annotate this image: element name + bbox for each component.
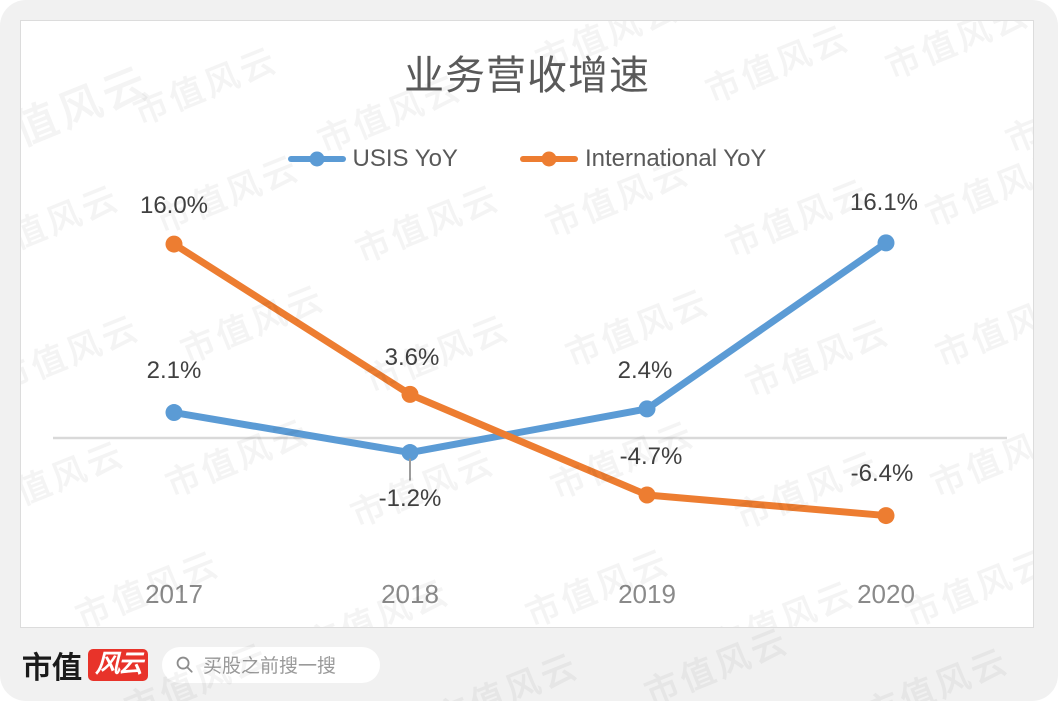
data-point-marker[interactable] bbox=[638, 486, 656, 504]
x-axis-tick-label: 2020 bbox=[857, 579, 915, 609]
brand-name: 市值 bbox=[22, 651, 82, 685]
series-line-usis bbox=[170, 239, 890, 457]
legend-label-usis: USIS YoY bbox=[352, 145, 458, 172]
series-line-international bbox=[170, 240, 890, 520]
data-point-marker[interactable] bbox=[877, 507, 895, 525]
data-label: -1.2% bbox=[378, 484, 442, 512]
plot-svg bbox=[53, 234, 1007, 525]
data-label: 16.0% bbox=[139, 192, 209, 220]
data-label: -6.4% bbox=[850, 459, 914, 487]
x-axis-tick-label: 2018 bbox=[381, 579, 439, 609]
x-axis-tick-label: 2017 bbox=[145, 579, 203, 609]
search-box[interactable]: 买股之前搜一搜 bbox=[162, 646, 381, 683]
data-label: 2.4% bbox=[617, 356, 673, 384]
data-point-marker[interactable] bbox=[877, 234, 895, 252]
search-placeholder-text: 买股之前搜一搜 bbox=[203, 656, 337, 677]
legend-item-usis[interactable]: USIS YoY bbox=[287, 145, 458, 173]
legend-label-international: International YoY bbox=[584, 145, 767, 172]
data-point-marker[interactable] bbox=[165, 235, 183, 253]
data-point-marker[interactable] bbox=[165, 404, 183, 422]
footer-bar: 市值 风云 买股之前搜一搜 bbox=[0, 628, 1058, 701]
brand-badge-text: 风云 bbox=[95, 650, 143, 678]
chart-legend: USIS YoY International YoY bbox=[21, 145, 1033, 173]
chart-title: 业务营收增速 bbox=[404, 54, 650, 98]
series-lines bbox=[165, 234, 895, 525]
chart-card: 业务营收增速 USIS YoY International YoY 2.1% -1… bbox=[20, 20, 1034, 628]
data-label: 2.1% bbox=[146, 356, 202, 384]
search-icon bbox=[176, 656, 193, 673]
brand-logo-group[interactable]: 市值 风云 bbox=[22, 643, 149, 687]
data-label: -4.7% bbox=[619, 442, 683, 470]
data-label: 16.1% bbox=[849, 188, 919, 216]
data-point-marker[interactable] bbox=[401, 385, 419, 403]
legend-item-international[interactable]: International YoY bbox=[519, 145, 767, 173]
brand-badge-icon: 风云 bbox=[88, 648, 149, 681]
data-point-marker[interactable] bbox=[638, 400, 656, 418]
legend-marker-icon-usis bbox=[287, 156, 346, 162]
plot-area: 2.1% -1.2% 2.4% 16.1% 16.0% 3.6% -4.7% -6.4% 20… bbox=[21, 21, 1033, 627]
legend-marker-icon-international bbox=[519, 156, 578, 162]
data-label: 3.6% bbox=[384, 344, 440, 372]
data-point-marker[interactable] bbox=[401, 444, 419, 462]
x-axis-tick-label: 2019 bbox=[618, 579, 676, 609]
